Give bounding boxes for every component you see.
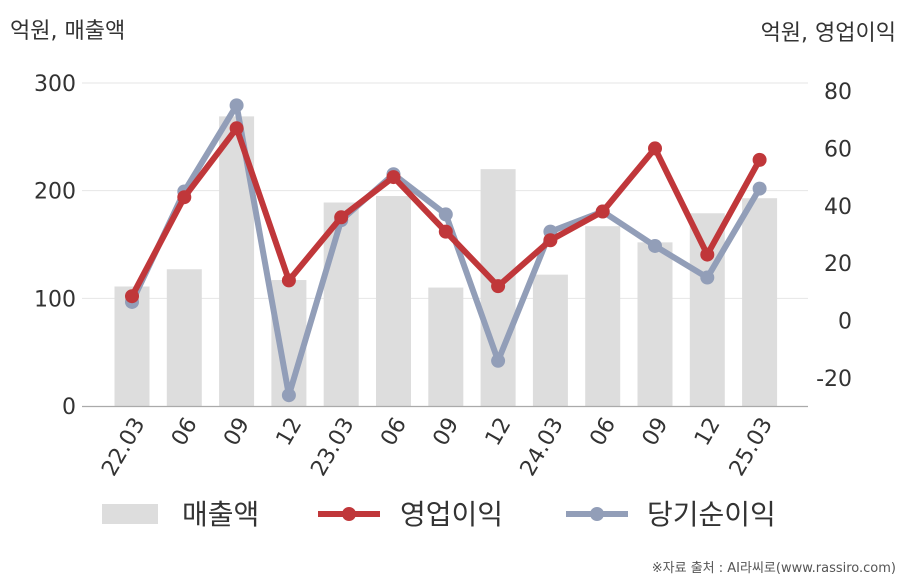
x-tick-label: 22.03 (97, 414, 150, 481)
right-tick-label: 40 (824, 195, 852, 220)
right-tick-label: 80 (824, 80, 852, 105)
data-point (386, 170, 401, 185)
data-point (700, 247, 715, 262)
data-point (700, 270, 715, 285)
data-point (281, 388, 296, 403)
left-tick-label: 300 (34, 72, 76, 97)
data-point (334, 210, 349, 225)
legend-marker (342, 507, 356, 521)
data-point (491, 279, 506, 294)
left-tick-label: 100 (34, 287, 76, 312)
data-point (595, 204, 610, 219)
data-point (281, 273, 296, 288)
bar (637, 242, 673, 406)
bar (532, 274, 568, 406)
data-point (438, 207, 453, 222)
data-point (752, 152, 767, 167)
bar (428, 287, 464, 406)
x-axis-ticks: 22.03 06 09 12 23.03 06 09 12 24.03 06 09 12 25.03 (97, 413, 778, 480)
x-tick-label: 25.03 (725, 414, 778, 481)
data-point (125, 289, 139, 304)
legend: 매출액 영업이익 당기순이익 (102, 498, 776, 531)
right-tick-label: -20 (816, 367, 852, 392)
line-series (125, 98, 767, 403)
x-tick-label: 09 (429, 414, 465, 451)
x-tick-label: 12 (481, 413, 517, 450)
legend-item: 당기순이익 (566, 498, 776, 531)
data-point (177, 190, 192, 205)
bar (742, 198, 778, 406)
right-axis-label: 억원, 영업이익 (761, 21, 896, 46)
x-tick-label: 06 (376, 414, 412, 451)
legend-label: 매출액 (182, 498, 259, 531)
right-axis-ticks: -20 0 20 40 60 80 (816, 80, 852, 392)
bar (323, 202, 359, 406)
legend-marker (590, 507, 604, 521)
x-tick-label: 23.03 (306, 414, 359, 481)
left-axis-ticks: 0 100 200 300 (34, 72, 76, 420)
bar (376, 196, 411, 406)
data-point (491, 353, 506, 368)
legend-item: 영업이익 (318, 498, 503, 531)
data-point (229, 98, 244, 113)
data-point (229, 121, 244, 136)
x-tick-label: 09 (219, 414, 255, 451)
bar (166, 269, 202, 406)
bar (585, 226, 621, 406)
x-tick-label: 12 (690, 414, 726, 451)
legend-label: 당기순이익 (647, 498, 776, 531)
data-point (438, 224, 453, 239)
legend-item: 매출액 (102, 498, 259, 531)
data-point (752, 181, 767, 196)
data-point (543, 233, 558, 248)
bar (689, 213, 725, 406)
right-tick-label: 20 (824, 252, 852, 277)
series-line-group (125, 121, 767, 304)
source-note: ※자료 출처 : AI라씨로(www.rassiro.com) (652, 561, 896, 576)
right-tick-label: 60 (824, 137, 852, 162)
left-axis-label: 억원, 매출액 (10, 19, 125, 44)
legend-swatch (102, 504, 158, 524)
x-tick-label: 06 (167, 414, 203, 451)
x-tick-label: 09 (638, 414, 674, 451)
legend-label: 영업이익 (400, 498, 503, 531)
x-tick-label: 24.03 (516, 414, 569, 481)
data-point (648, 238, 662, 253)
left-tick-label: 0 (62, 395, 76, 420)
right-tick-label: 0 (838, 310, 852, 335)
data-point (648, 141, 662, 156)
x-tick-label: 06 (585, 414, 621, 451)
x-tick-label: 12 (272, 414, 308, 451)
left-tick-label: 200 (34, 180, 76, 205)
